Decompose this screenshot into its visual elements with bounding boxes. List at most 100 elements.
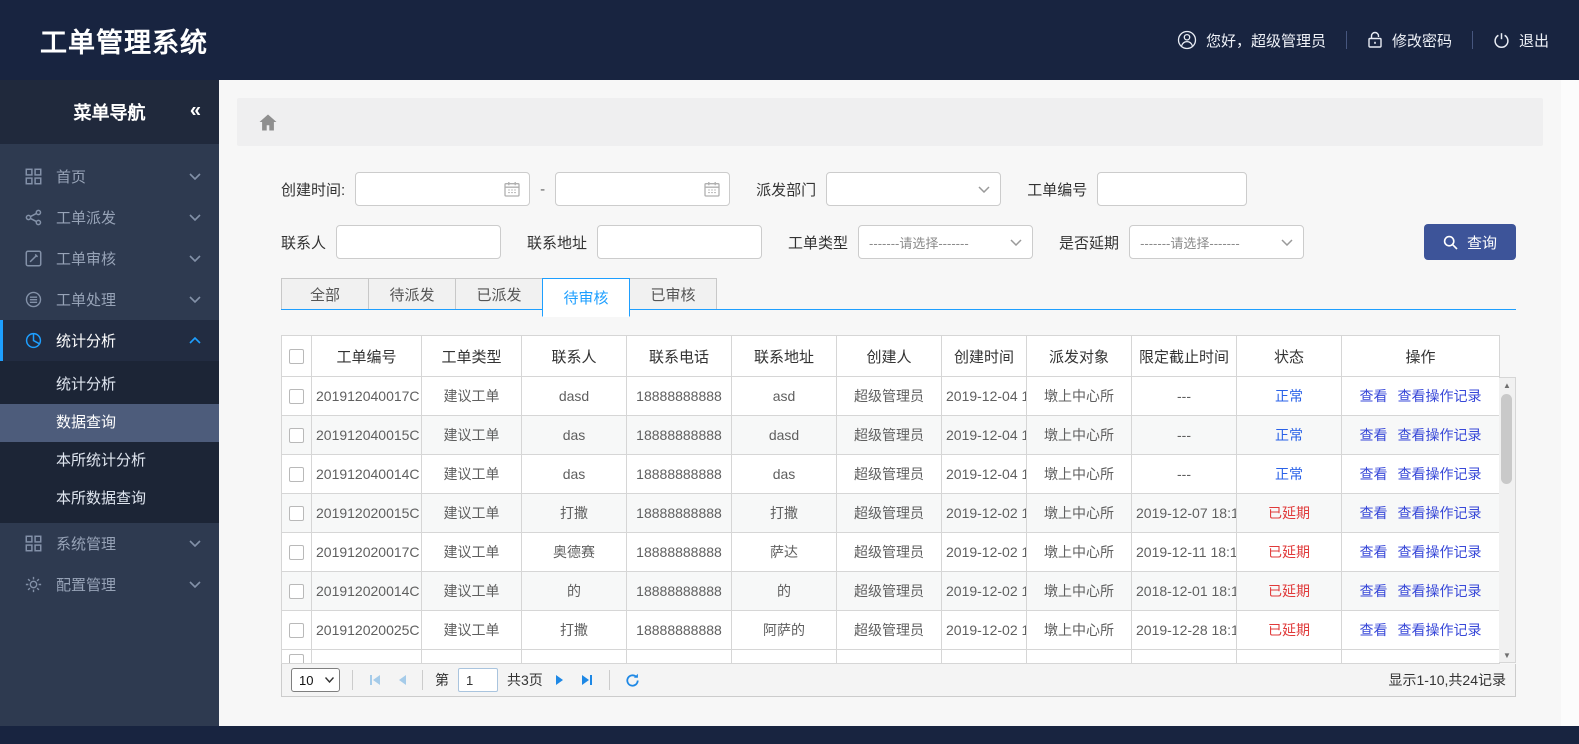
created-time-start-input[interactable] [355,172,531,206]
scrollbar-thumb[interactable] [1501,394,1512,484]
table-scrollbar[interactable]: ▲ ▼ [1499,377,1516,663]
table-cell: 的 [731,571,837,611]
tab-3[interactable]: 待审核 [542,278,630,317]
scroll-down-icon[interactable]: ▼ [1503,650,1511,660]
tab-4[interactable]: 已审核 [629,278,717,310]
tab-2[interactable]: 已派发 [455,278,543,310]
column-header: 创建时间 [941,335,1027,377]
edit-icon [25,250,42,267]
table-header-row: 工单编号 工单类型 联系人 联系电话 联系地址 创建人 创建时间 派发对象 限定截止时间 状态 操作 [281,335,1500,377]
sidebar-subitem-3[interactable]: 本所数据查询 [56,490,147,507]
table-cell: 2018-12-01 18:18 [1131,571,1237,611]
page-scroll-area[interactable] [1561,80,1579,726]
row-checkbox[interactable] [289,623,304,639]
table-cell: 墩上中心所 [1026,454,1132,494]
grid-icon [25,535,42,552]
sidebar-menu: 首页 工单派发 工单审核 工单处理 统计分析 统计分析 数据查询 本所统计分析 本所数据查询 系统… [0,144,219,605]
table-cell: 墩上中心所 [1026,376,1132,416]
table-body: 201912040017C 建议工单 dasd 18888888888 asd 超级管理员… [281,376,1500,664]
view-link[interactable]: 查看 [1359,505,1388,521]
view-log-link[interactable]: 查看操作记录 [1397,544,1482,560]
table-cell: 201912040015C [311,415,422,455]
address-input[interactable] [597,225,763,259]
table-cell: 超级管理员 [836,415,942,455]
action-cell: 查看 查看操作记录 [1341,610,1500,650]
select-all-checkbox[interactable] [289,349,304,365]
table-cell: 超级管理员 [836,376,942,416]
collapse-sidebar-icon[interactable]: « [189,99,201,122]
last-page-button[interactable] [577,674,597,686]
user-greeting[interactable]: 您好，超级管理员 [1177,30,1326,51]
view-log-link[interactable]: 查看操作记录 [1397,622,1482,638]
page-size-select[interactable]: 10 [291,668,340,692]
refresh-icon[interactable] [622,673,643,688]
page-number-input[interactable] [458,668,498,692]
prev-page-button[interactable] [394,674,410,686]
status-cell: 正常 [1236,376,1342,416]
sidebar-item-5[interactable]: 系统管理 [0,523,219,564]
sidebar-header: 菜单导航 « [0,80,219,144]
tab-1[interactable]: 待派发 [368,278,456,310]
first-page-button[interactable] [365,674,385,686]
chevron-down-icon [189,581,201,588]
view-link[interactable]: 查看 [1359,427,1388,443]
sidebar-item-4[interactable]: 统计分析 [0,320,219,361]
sidebar-item-2[interactable]: 工单审核 [0,238,219,279]
grid-icon [25,168,42,185]
home-icon[interactable] [259,114,277,131]
status-cell: 正常 [1236,415,1342,455]
row-checkbox[interactable] [289,506,304,522]
sidebar-item-3[interactable]: 工单处理 [0,279,219,320]
sidebar-item-6[interactable]: 配置管理 [0,564,219,605]
view-log-link[interactable]: 查看操作记录 [1397,583,1482,599]
order-type-select[interactable]: -------请选择------- [858,225,1034,259]
sidebar-subitem-2[interactable]: 本所统计分析 [56,452,147,469]
view-log-link[interactable]: 查看操作记录 [1397,466,1482,482]
chevron-down-icon [325,677,334,683]
logout-button[interactable]: 退出 [1493,30,1549,51]
change-password-button[interactable]: 修改密码 [1367,30,1452,51]
row-checkbox[interactable] [289,545,304,561]
sidebar-subitem-1[interactable]: 数据查询 [0,404,219,442]
table-cell: 超级管理员 [836,571,942,611]
table-cell: das [521,454,627,494]
sidebar-subitem-0[interactable]: 统计分析 [56,376,117,393]
sidebar-item-label: 统计分析 [56,333,117,350]
row-checkbox[interactable] [289,467,304,483]
table-cell: 18888888888 [626,532,732,572]
row-checkbox[interactable] [289,389,304,405]
sidebar-item-label: 配置管理 [56,577,117,594]
view-link[interactable]: 查看 [1359,583,1388,599]
view-log-link[interactable]: 查看操作记录 [1397,505,1482,521]
calendar-icon [504,181,520,197]
sidebar-item-1[interactable]: 工单派发 [0,197,219,238]
chevron-down-icon [189,255,201,262]
view-link[interactable]: 查看 [1359,544,1388,560]
scroll-up-icon[interactable]: ▲ [1503,380,1511,390]
column-header: 联系地址 [731,335,837,377]
next-page-button[interactable] [552,674,568,686]
view-log-link[interactable]: 查看操作记录 [1397,388,1482,404]
row-checkbox[interactable] [289,428,304,444]
tab-0[interactable]: 全部 [281,278,369,310]
created-time-end-input[interactable] [555,172,731,206]
view-link[interactable]: 查看 [1359,466,1388,482]
table-cell: 建议工单 [421,415,522,455]
sidebar-item-0[interactable]: 首页 [0,156,219,197]
dispatch-dept-select[interactable] [826,172,1002,206]
view-link[interactable]: 查看 [1359,388,1388,404]
search-button[interactable]: 查询 [1423,224,1516,260]
row-checkbox[interactable] [289,654,304,663]
divider [608,670,610,690]
table-cell: 奥德赛 [521,532,627,572]
view-log-link[interactable]: 查看操作记录 [1397,427,1482,443]
order-no-input[interactable] [1097,172,1248,206]
row-checkbox[interactable] [289,584,304,600]
page-prefix-label: 第 [435,672,449,688]
table-cell: 建议工单 [421,532,522,572]
contact-input[interactable] [336,225,502,259]
table-cell: 打撒 [521,493,627,533]
view-link[interactable]: 查看 [1359,622,1388,638]
delay-select[interactable]: -------请选择------- [1129,225,1305,259]
table-row: 201912020014C 建议工单的 18888888888 的超级管理员 2019-… [281,571,1500,611]
